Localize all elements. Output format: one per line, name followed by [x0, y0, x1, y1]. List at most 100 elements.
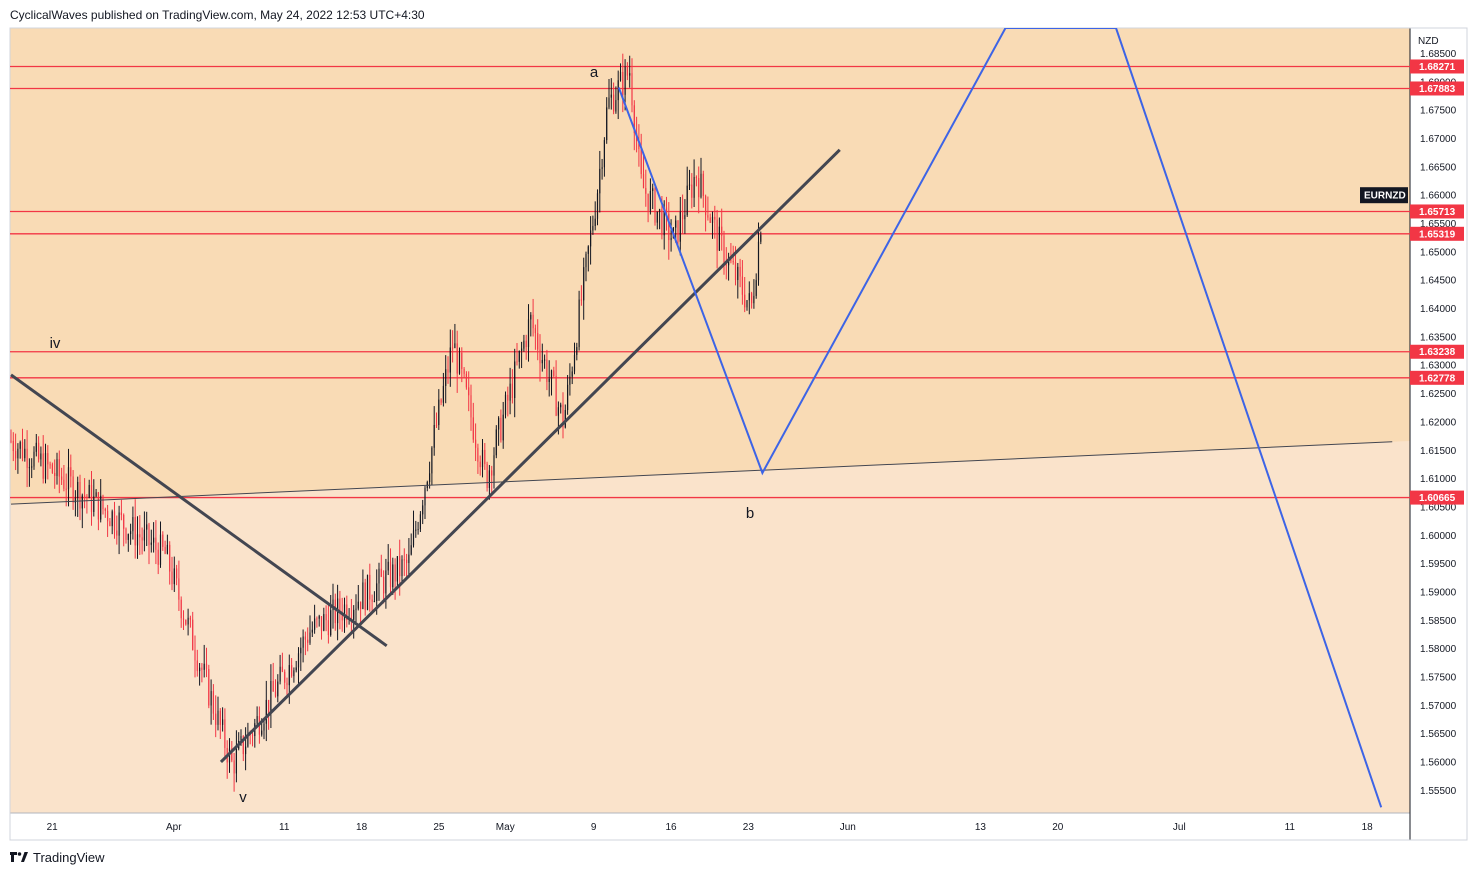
- candle-body: [486, 464, 488, 488]
- candle-body: [113, 511, 116, 531]
- candle-body: [295, 667, 297, 671]
- candle-body: [417, 529, 419, 531]
- candle-body: [491, 470, 493, 476]
- candle-body: [665, 207, 668, 214]
- candle-body: [215, 713, 217, 725]
- horizontal-levels: [10, 65, 1410, 499]
- level-tag-bg: [1410, 490, 1464, 505]
- candle-body: [132, 517, 134, 532]
- candle-body: [682, 211, 684, 220]
- candle-body: [51, 464, 53, 473]
- candle-body: [93, 496, 95, 512]
- candle-body: [458, 352, 461, 374]
- wave-label-b: b: [746, 505, 754, 522]
- price-tick: 1.61000: [1420, 474, 1457, 485]
- candle-body: [281, 666, 283, 672]
- candle-body: [155, 537, 157, 550]
- price-tick: 1.64000: [1420, 304, 1457, 315]
- candle-body: [739, 266, 741, 277]
- candle-body: [415, 529, 417, 531]
- candle-body: [47, 453, 49, 465]
- candle-body: [619, 71, 622, 81]
- candle-body: [629, 73, 631, 76]
- price-tick: 1.62000: [1420, 417, 1457, 428]
- candle-body: [412, 530, 415, 546]
- candle-body: [185, 619, 187, 625]
- candle-body: [189, 617, 191, 620]
- candle-body: [649, 191, 651, 211]
- candle-body: [654, 188, 656, 223]
- candle-body: [659, 209, 661, 212]
- candle-body: [700, 173, 702, 198]
- candle-body: [35, 442, 37, 452]
- candle-body: [111, 511, 113, 527]
- candle-body: [495, 429, 497, 456]
- candle-body: [61, 476, 63, 480]
- price-tick: 1.66000: [1420, 191, 1457, 202]
- candle-body: [136, 534, 139, 546]
- price-tick: 1.60500: [1420, 502, 1457, 513]
- candle-body: [378, 568, 380, 584]
- candle-body: [695, 177, 697, 179]
- candle-body: [647, 193, 649, 211]
- candle-body: [652, 188, 654, 192]
- candle-body: [182, 618, 185, 620]
- candle-body: [633, 105, 635, 134]
- candle-body: [527, 319, 530, 348]
- candle-body: [493, 455, 495, 476]
- candle-body: [702, 173, 704, 196]
- candle-body: [613, 94, 615, 112]
- candle-body: [84, 495, 86, 497]
- level-tag-bg: [1410, 59, 1464, 74]
- candle-body: [314, 618, 316, 630]
- candle-body: [33, 451, 35, 467]
- candle-body: [171, 571, 173, 585]
- candle-body: [622, 71, 624, 95]
- price-axis[interactable]: NZD1.685001.680001.675001.670001.665001.…: [1360, 36, 1464, 797]
- trendlines: [10, 148, 1393, 764]
- candle-body: [270, 681, 272, 714]
- candle-body: [28, 467, 30, 469]
- candle-body: [187, 617, 189, 625]
- candle-body: [150, 542, 152, 545]
- candle-body: [610, 94, 612, 98]
- candle-body: [721, 226, 723, 236]
- candle-body: [304, 636, 306, 640]
- candle-body: [530, 314, 532, 320]
- candle-body: [433, 425, 435, 448]
- candle-body: [63, 479, 65, 489]
- candle-body: [438, 399, 440, 426]
- candle-body: [626, 66, 628, 76]
- candle-body: [557, 407, 559, 416]
- candle-body: [498, 417, 500, 430]
- candle-body: [102, 495, 104, 509]
- candle-body: [534, 328, 536, 334]
- candle-body: [240, 736, 242, 741]
- candle-body: [475, 439, 477, 448]
- candle-body: [224, 719, 226, 748]
- candle-body: [592, 225, 594, 231]
- candle-body: [686, 185, 688, 216]
- candles: [10, 53, 762, 792]
- date-tick: 25: [433, 822, 445, 833]
- candle-body: [725, 264, 727, 266]
- candle-body: [537, 333, 539, 350]
- candle-body: [440, 399, 442, 403]
- candle-body: [688, 184, 691, 186]
- price-tick: 1.61500: [1420, 446, 1457, 457]
- candle-body: [297, 653, 300, 668]
- candle-body: [369, 574, 371, 600]
- candle-body: [300, 647, 302, 654]
- candle-body: [15, 451, 17, 459]
- candle-body: [539, 349, 541, 364]
- price-tick: 1.67500: [1420, 106, 1457, 117]
- candle-body: [366, 574, 369, 610]
- candle-body: [65, 488, 67, 490]
- candle-body: [268, 699, 270, 714]
- date-tick: 16: [665, 822, 677, 833]
- candle-body: [21, 442, 24, 459]
- time-axis[interactable]: 21 Apr 11 18 25 May 9 16 23 Jun 13 20 Jul 11 18: [47, 822, 1374, 833]
- candle-body: [705, 195, 707, 216]
- candle-body: [422, 505, 424, 515]
